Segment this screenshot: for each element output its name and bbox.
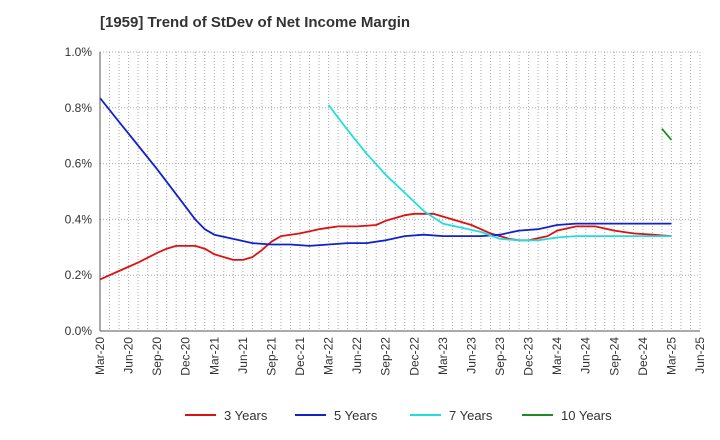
chart-title: [1959] Trend of StDev of Net Income Marg…	[100, 14, 411, 31]
legend-label: 5 Years	[334, 408, 378, 423]
y-axis-ticks: 0.0% 0.2% 0.4% 0.6% 0.8% 1.0%	[65, 45, 93, 338]
y-tick-label: 0.6%	[65, 157, 93, 171]
x-tick-label: Sep-21	[264, 337, 278, 376]
y-tick-label: 0.4%	[65, 212, 93, 226]
x-tick-label: Sep-23	[493, 337, 507, 376]
x-tick-label: Mar-24	[550, 337, 564, 375]
legend-label: 10 Years	[561, 408, 612, 423]
series-line-7-years	[327, 104, 672, 242]
x-tick-label: Sep-22	[379, 337, 393, 376]
x-tick-label: Dec-20	[179, 337, 193, 376]
x-tick-label: Jun-25	[693, 337, 707, 374]
x-tick-label: Dec-21	[293, 337, 307, 376]
x-tick-label: Sep-20	[150, 337, 164, 376]
y-tick-label: 0.2%	[65, 268, 93, 282]
grid-lines	[100, 51, 701, 331]
x-tick-label: Mar-23	[436, 337, 450, 375]
x-tick-label: Jun-24	[579, 337, 593, 374]
x-tick-label: Jun-21	[236, 337, 250, 374]
x-tick-label: Jun-23	[464, 337, 478, 374]
x-tick-label: Sep-24	[607, 337, 621, 376]
series-lines	[99, 97, 673, 281]
x-tick-label: Jun-20	[122, 337, 136, 374]
series-line-5-years	[99, 97, 672, 247]
x-tick-label: Dec-23	[522, 337, 536, 376]
x-tick-label: Mar-22	[322, 337, 336, 375]
x-tick-label: Dec-22	[407, 337, 421, 376]
y-tick-label: 0.8%	[65, 101, 93, 115]
y-tick-label: 0.0%	[65, 324, 93, 338]
x-tick-label: Mar-20	[93, 337, 107, 375]
legend-label: 3 Years	[224, 408, 268, 423]
x-tick-label: Dec-24	[636, 337, 650, 376]
x-tick-label: Jun-22	[350, 337, 364, 374]
legend: 3 Years 5 Years 7 Years 10 Years	[185, 408, 612, 423]
series-line-10-years	[661, 128, 673, 141]
x-tick-label: Mar-25	[664, 337, 678, 375]
x-tick-label: Mar-21	[207, 337, 221, 375]
legend-label: 7 Years	[449, 408, 493, 423]
y-tick-label: 1.0%	[65, 45, 93, 59]
x-axis-ticks: Mar-20 Jun-20 Sep-20 Dec-20 Mar-21 Jun-21 Sep-…	[93, 337, 707, 376]
plot-area	[100, 52, 700, 331]
series-line-3-years	[99, 212, 672, 281]
